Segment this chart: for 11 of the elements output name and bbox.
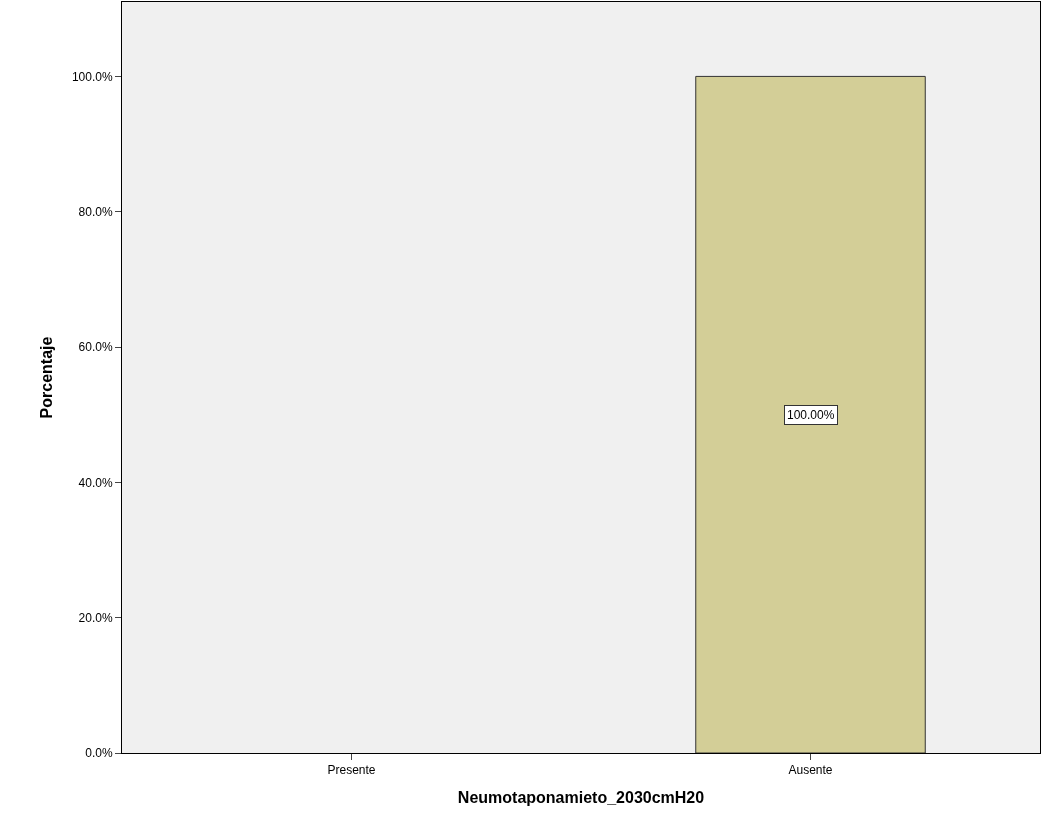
data-label: 100.00%	[787, 408, 835, 422]
y-tick-label: 60.0%	[78, 340, 113, 355]
x-tick-label: Presente	[327, 763, 376, 778]
x-tick-label: Ausente	[788, 763, 833, 778]
y-tick-label: 80.0%	[78, 204, 113, 219]
y-tick-label: 100.0%	[71, 69, 113, 84]
y-axis-title: Porcentaje	[37, 336, 55, 419]
y-tick-label: 40.0%	[78, 475, 113, 490]
x-axis-title: Neumotaponamieto_2030cmH20	[457, 789, 705, 807]
y-tick-label: 0.0%	[85, 746, 113, 761]
y-tick-label: 20.0%	[78, 610, 113, 625]
